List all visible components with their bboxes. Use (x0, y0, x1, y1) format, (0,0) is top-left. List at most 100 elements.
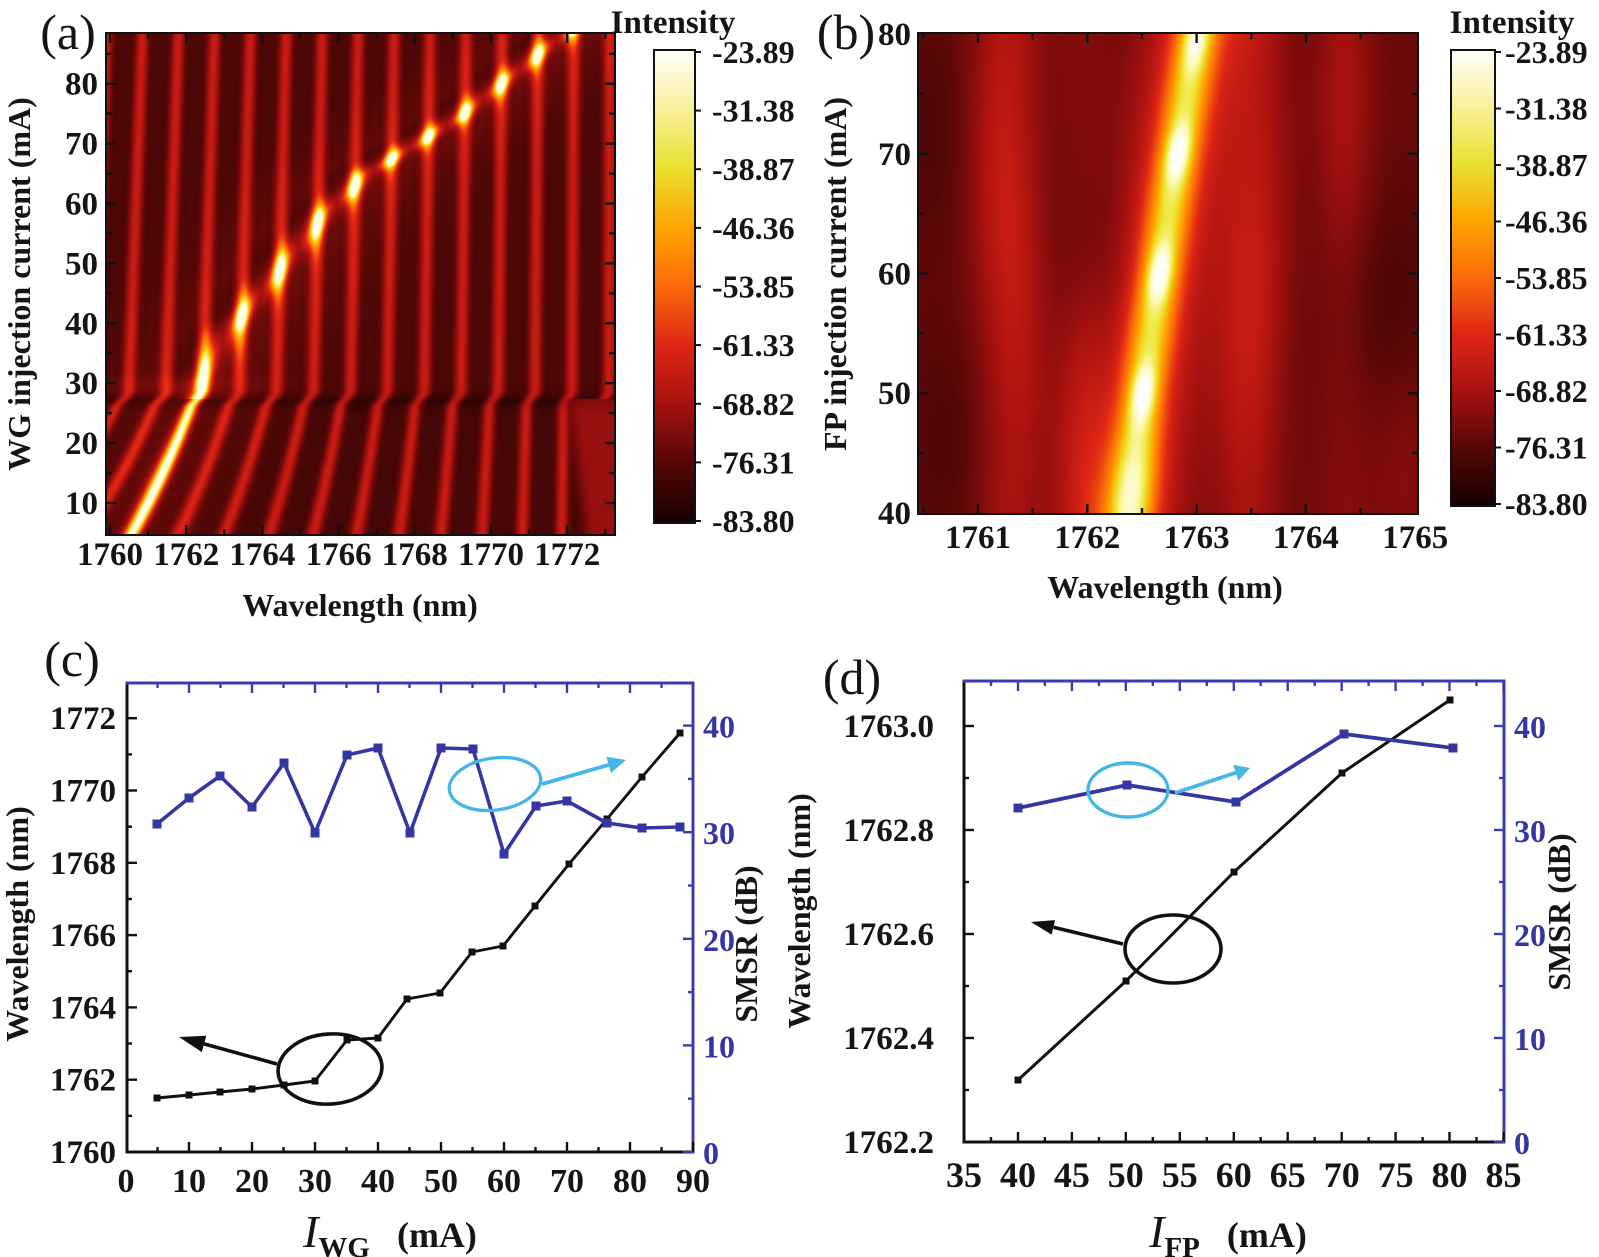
svg-text:20: 20 (235, 1163, 269, 1200)
svg-text:20: 20 (65, 426, 98, 462)
svg-text:1760: 1760 (50, 1135, 116, 1171)
svg-text:75: 75 (1378, 1155, 1414, 1195)
svg-text:40: 40 (65, 306, 98, 342)
svg-text:FP injection current (mA): FP injection current (mA) (817, 97, 853, 451)
svg-text:1772: 1772 (50, 701, 116, 737)
svg-text:Wavelength (nm): Wavelength (nm) (781, 793, 817, 1029)
svg-text:(a): (a) (40, 4, 96, 60)
svg-text:60: 60 (487, 1163, 521, 1200)
svg-text:-31.38: -31.38 (712, 93, 795, 129)
svg-text:20: 20 (703, 922, 735, 958)
svg-text:Intensity: Intensity (1450, 5, 1575, 41)
svg-text:-53.85: -53.85 (1505, 260, 1588, 296)
svg-text:70: 70 (1324, 1155, 1360, 1195)
svg-text:30: 30 (65, 366, 98, 402)
svg-text:0: 0 (118, 1163, 135, 1200)
svg-text:1768: 1768 (382, 537, 448, 573)
svg-text:-68.82: -68.82 (1505, 373, 1588, 409)
svg-text:10: 10 (172, 1163, 206, 1200)
svg-text:0: 0 (703, 1135, 719, 1171)
svg-text:1772: 1772 (534, 537, 600, 573)
svg-text:65: 65 (1270, 1155, 1306, 1195)
svg-text:1764: 1764 (50, 990, 116, 1026)
svg-text:1762.4: 1762.4 (843, 1021, 934, 1057)
svg-text:70: 70 (878, 137, 911, 173)
svg-text:1762.2: 1762.2 (843, 1125, 934, 1161)
svg-text:1762.8: 1762.8 (843, 813, 934, 849)
svg-text:-83.80: -83.80 (1505, 486, 1588, 522)
svg-text:45: 45 (1054, 1155, 1090, 1195)
svg-text:-38.87: -38.87 (712, 151, 795, 187)
svg-text:1762: 1762 (153, 537, 219, 573)
svg-text:40: 40 (361, 1163, 395, 1200)
svg-text:1763.0: 1763.0 (843, 709, 934, 745)
svg-text:1763: 1763 (1164, 520, 1230, 556)
svg-text:30: 30 (298, 1163, 332, 1200)
svg-text:50: 50 (1108, 1155, 1144, 1195)
svg-text:55: 55 (1162, 1155, 1198, 1195)
svg-text:Wavelength (nm): Wavelength (nm) (0, 806, 35, 1042)
svg-text:40: 40 (1000, 1155, 1036, 1195)
svg-text:10: 10 (1514, 1021, 1546, 1057)
svg-text:80: 80 (878, 17, 911, 53)
svg-text:30: 30 (1514, 813, 1546, 849)
svg-text:WG injection current (mA): WG injection current (mA) (1, 97, 37, 471)
svg-text:IWG (mA): IWG (mA) (302, 1206, 477, 1257)
svg-text:1766: 1766 (50, 918, 116, 954)
svg-text:1770: 1770 (50, 774, 116, 810)
svg-text:80: 80 (613, 1163, 647, 1200)
svg-text:SMSR (dB): SMSR (dB) (728, 865, 764, 1022)
svg-text:-61.33: -61.33 (1505, 317, 1588, 353)
svg-text:1764: 1764 (229, 537, 295, 573)
svg-text:80: 80 (65, 67, 98, 103)
svg-text:1762: 1762 (50, 1063, 116, 1099)
svg-text:40: 40 (1514, 709, 1546, 745)
svg-text:Intensity: Intensity (611, 5, 736, 41)
svg-text:40: 40 (878, 496, 911, 532)
svg-text:60: 60 (65, 187, 98, 223)
svg-text:(c): (c) (44, 631, 100, 687)
svg-text:1768: 1768 (50, 846, 116, 882)
svg-text:-46.36: -46.36 (712, 210, 795, 246)
svg-text:Wavelength (nm): Wavelength (nm) (242, 587, 478, 623)
svg-text:Wavelength (nm): Wavelength (nm) (1047, 569, 1283, 605)
svg-text:-23.89: -23.89 (1505, 34, 1588, 70)
svg-text:35: 35 (946, 1155, 982, 1195)
svg-text:(d): (d) (823, 649, 881, 705)
svg-text:10: 10 (65, 486, 98, 522)
svg-text:-61.33: -61.33 (712, 327, 795, 363)
svg-text:80: 80 (1432, 1155, 1468, 1195)
svg-text:1761: 1761 (945, 520, 1011, 556)
svg-text:-23.89: -23.89 (712, 34, 795, 70)
svg-text:60: 60 (878, 257, 911, 293)
svg-text:50: 50 (878, 376, 911, 412)
svg-text:-46.36: -46.36 (1505, 204, 1588, 240)
svg-text:30: 30 (703, 815, 735, 851)
svg-text:-68.82: -68.82 (712, 386, 795, 422)
svg-text:-38.87: -38.87 (1505, 147, 1588, 183)
svg-text:40: 40 (703, 709, 735, 745)
svg-text:-76.31: -76.31 (1505, 430, 1588, 466)
svg-text:1766: 1766 (306, 537, 372, 573)
svg-text:1770: 1770 (458, 537, 524, 573)
svg-text:-76.31: -76.31 (712, 444, 795, 480)
svg-text:10: 10 (703, 1028, 735, 1064)
svg-text:1764: 1764 (1273, 520, 1339, 556)
svg-text:70: 70 (550, 1163, 584, 1200)
svg-text:20: 20 (1514, 917, 1546, 953)
svg-text:(b): (b) (817, 4, 875, 60)
svg-text:-83.80: -83.80 (712, 503, 795, 539)
svg-text:-31.38: -31.38 (1505, 91, 1588, 127)
svg-text:1760: 1760 (77, 537, 143, 573)
svg-text:SMSR (dB): SMSR (dB) (1541, 833, 1577, 990)
svg-text:70: 70 (65, 127, 98, 163)
svg-text:IFP (mA): IFP (mA) (1148, 1206, 1307, 1257)
svg-text:1762.6: 1762.6 (843, 917, 934, 953)
svg-text:60: 60 (1216, 1155, 1252, 1195)
svg-text:50: 50 (424, 1163, 458, 1200)
svg-text:-53.85: -53.85 (712, 269, 795, 305)
svg-text:1765: 1765 (1382, 520, 1448, 556)
svg-text:50: 50 (65, 246, 98, 282)
svg-text:1762: 1762 (1054, 520, 1120, 556)
svg-text:85: 85 (1486, 1155, 1522, 1195)
